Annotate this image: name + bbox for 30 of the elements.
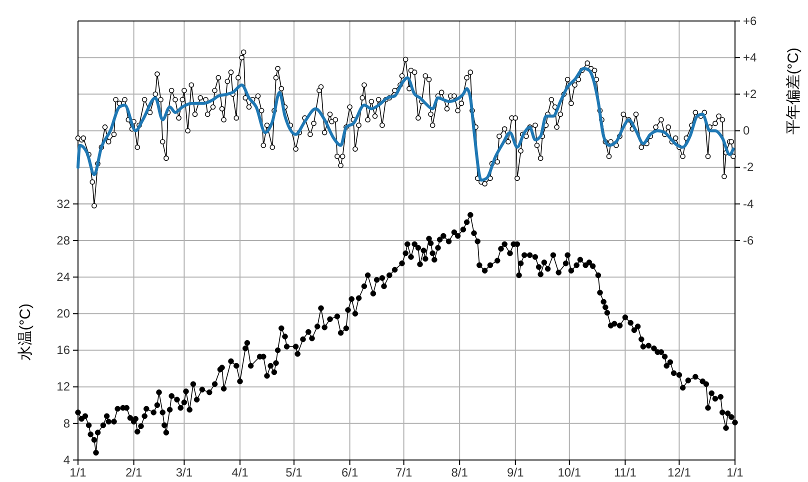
y-tick-label: 16 xyxy=(56,343,70,358)
x-tick-label: 11/1 xyxy=(614,466,637,480)
y-tick-label: 24 xyxy=(56,270,70,284)
y-tick-label: 32 xyxy=(56,196,70,211)
x-tick-label: 1/1 xyxy=(70,466,87,480)
y2-axis-title: 平年偏差(°C) xyxy=(785,48,802,134)
x-tick-label: 2/1 xyxy=(125,466,142,480)
y-axis-title: 水温(°C) xyxy=(17,304,34,360)
x-tick-label: 5/1 xyxy=(286,466,303,480)
x-tick-label: 7/1 xyxy=(395,466,412,480)
x-tick-label: 8/1 xyxy=(451,466,468,480)
y2-tick-label: +2 xyxy=(743,87,758,102)
y-tick-label: 8 xyxy=(63,416,70,430)
y-tick-label: 20 xyxy=(56,306,70,321)
x-tick-label: 12/1 xyxy=(668,466,692,480)
y2-tick-label: 0 xyxy=(743,124,750,138)
y2-tick-label: +4 xyxy=(743,50,758,64)
x-tick-label: 4/1 xyxy=(232,466,249,480)
y-tick-label: 12 xyxy=(56,380,70,394)
x-tick-label: 3/1 xyxy=(176,466,193,480)
y2-tick-label: -6 xyxy=(743,233,754,248)
y2-tick-label: -2 xyxy=(743,160,754,174)
x-tick-label: 10/1 xyxy=(558,466,582,480)
y2-tick-label: -4 xyxy=(743,196,754,211)
x-tick-label: 9/1 xyxy=(507,466,524,480)
y2-tick-label: +6 xyxy=(743,14,758,28)
x-tick-label: 1/1 xyxy=(726,466,744,480)
y-tick-label: 28 xyxy=(56,233,70,248)
x-tick-label: 6/1 xyxy=(341,466,358,480)
y-tick-label: 4 xyxy=(63,452,70,467)
